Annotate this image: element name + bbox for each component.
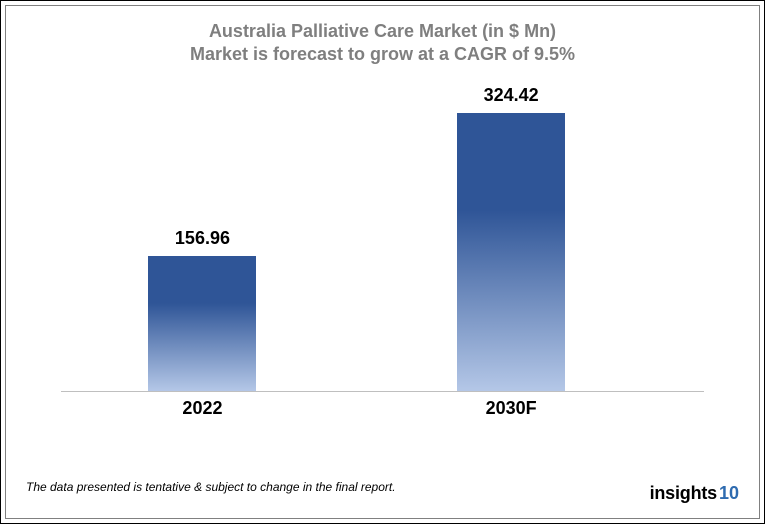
title-line-2: Market is forecast to grow at a CAGR of …: [6, 43, 759, 66]
logo-accent-text: 10: [719, 483, 739, 504]
x-axis-category: 2022: [182, 398, 222, 419]
disclaimer-text: The data presented is tentative & subjec…: [26, 480, 396, 494]
bar: 324.42: [457, 113, 565, 391]
x-axis-category: 2030F: [486, 398, 537, 419]
chart-title: Australia Palliative Care Market (in $ M…: [6, 6, 759, 65]
chart-area: 156.96 324.42 2022 2030F: [61, 92, 704, 422]
bar-value-label: 324.42: [484, 85, 539, 106]
x-axis-labels: 2022 2030F: [61, 392, 704, 422]
title-line-1: Australia Palliative Care Market (in $ M…: [6, 20, 759, 43]
bar-value-label: 156.96: [175, 228, 230, 249]
brand-logo: insights10: [650, 483, 739, 504]
logo-main-text: insights: [650, 483, 717, 504]
plot-region: 156.96 324.42: [61, 92, 704, 392]
bar: 156.96: [148, 256, 256, 391]
inner-frame: Australia Palliative Care Market (in $ M…: [5, 5, 760, 519]
outer-frame: Australia Palliative Care Market (in $ M…: [0, 0, 765, 524]
